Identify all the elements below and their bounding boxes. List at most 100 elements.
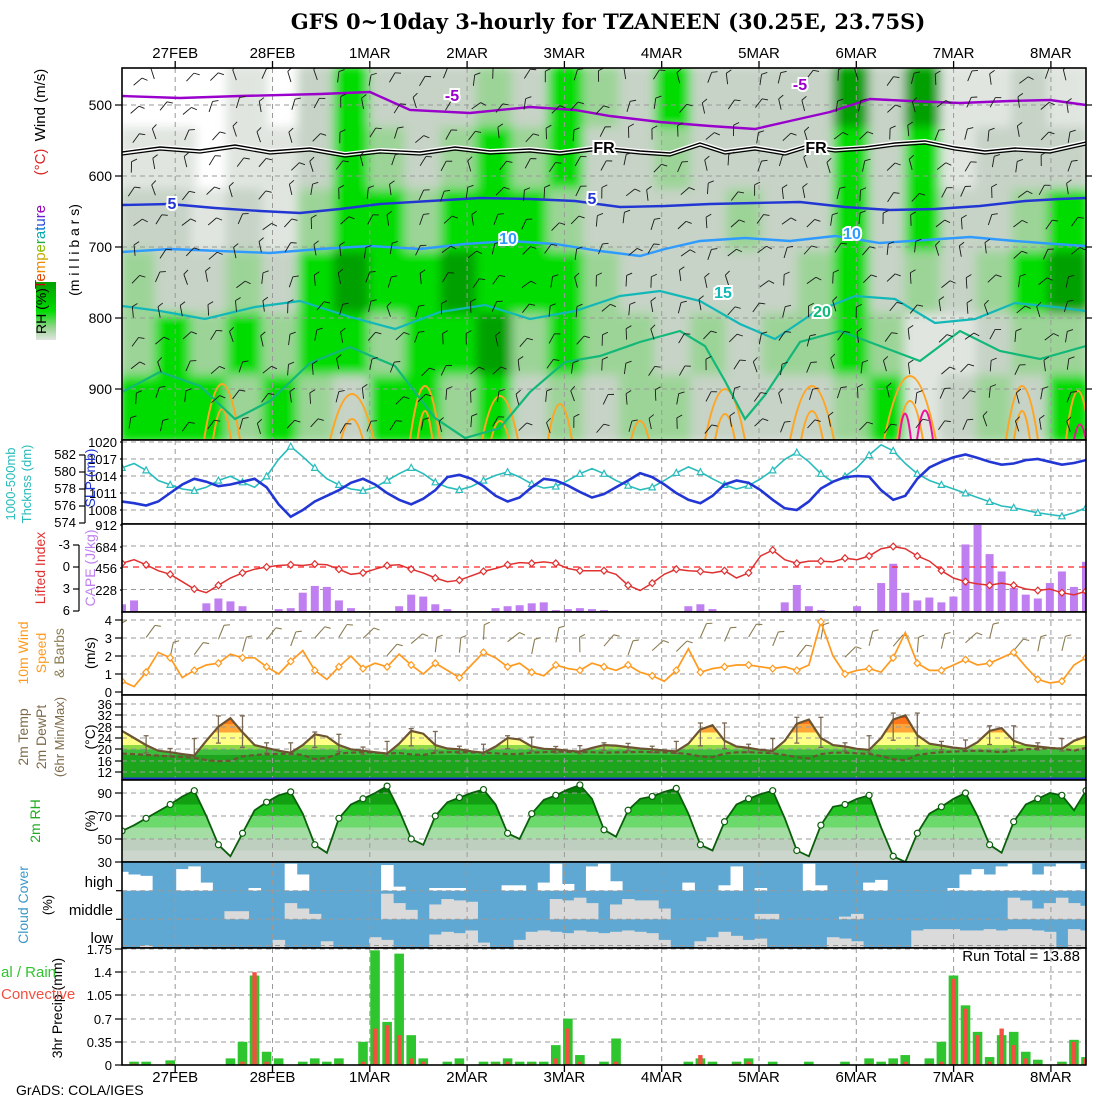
li-marker xyxy=(575,566,584,575)
side-label: (%) xyxy=(40,895,55,915)
high-cloud-bar xyxy=(754,888,768,891)
cape-bar xyxy=(298,592,307,612)
rh-marker xyxy=(214,841,222,849)
low-cloud-bar xyxy=(585,931,599,948)
precip-tick: 0 xyxy=(105,1058,112,1073)
wind-marker xyxy=(214,658,223,668)
wind-marker xyxy=(985,658,994,668)
wind-marker xyxy=(961,655,970,664)
thickness-marker xyxy=(407,463,416,471)
thickness-marker xyxy=(1033,508,1042,516)
wind-marker xyxy=(1009,648,1018,657)
high-cloud-bar xyxy=(284,863,298,891)
cloud-row-label-middle: middle xyxy=(69,902,113,919)
contour-30 xyxy=(916,409,934,440)
middle-cloud-bar xyxy=(1007,897,1021,920)
rain-bar xyxy=(141,1061,151,1065)
cape-bar xyxy=(1009,587,1018,612)
convective-bar xyxy=(421,1061,426,1065)
side-label: (°C) xyxy=(82,724,98,749)
high-cloud-bar xyxy=(441,888,454,891)
rain-bar xyxy=(767,1061,778,1065)
li-marker xyxy=(1057,588,1066,597)
date-label-top: 1MAR xyxy=(349,45,391,62)
wind-marker xyxy=(599,662,609,672)
cape-bar xyxy=(503,606,512,612)
precip-legend-convective: Convective xyxy=(1,986,75,1003)
rh-marker xyxy=(166,800,174,809)
contour-25 xyxy=(329,393,375,440)
li-marker xyxy=(142,560,151,570)
rain-bar xyxy=(1057,1061,1067,1065)
precip-legend-total: al / Rain xyxy=(1,964,56,981)
wind-marker xyxy=(431,658,440,668)
rh-marker xyxy=(383,782,391,790)
wind-tick: 1 xyxy=(105,667,112,682)
contour-25 xyxy=(481,395,519,440)
date-label-top: 2MAR xyxy=(446,45,488,62)
wind-marker xyxy=(768,664,777,673)
middle-cloud-bar xyxy=(585,903,599,920)
low-cloud-bar xyxy=(694,941,707,948)
low-cloud-bar xyxy=(561,933,575,948)
low-cloud-bar xyxy=(429,934,442,948)
contour-label: 20 xyxy=(813,304,831,321)
thickness-marker xyxy=(334,480,344,488)
low-cloud-bar xyxy=(465,930,478,948)
middle-cloud-bar xyxy=(308,913,322,920)
side-label: (m i l l i b a r s) xyxy=(66,204,82,296)
cape-bar xyxy=(587,609,596,612)
temp-tick: 16 xyxy=(98,754,112,769)
high-cloud-bar xyxy=(1007,863,1021,891)
li-marker xyxy=(455,575,464,585)
wind-marker xyxy=(527,667,536,677)
li-marker xyxy=(286,560,295,570)
panel-cloud-cover xyxy=(116,861,1087,949)
cape-bar xyxy=(286,608,295,612)
convective-bar xyxy=(1071,1041,1077,1065)
cloud-row-label-high: high xyxy=(85,874,113,891)
pressure-tick: 800 xyxy=(89,310,113,326)
high-cloud-bar xyxy=(248,888,262,891)
rh-marker xyxy=(431,812,439,820)
convective-bar xyxy=(903,1061,908,1065)
precip-tick: 0.7 xyxy=(94,1012,112,1027)
convective-bar xyxy=(1011,1045,1016,1065)
rain-bar xyxy=(442,1061,453,1065)
date-label-bottom: 2MAR xyxy=(446,1069,488,1086)
grads-credits: GrADS: COLA/IGES xyxy=(16,1082,144,1098)
li-marker xyxy=(383,561,392,570)
wind-marker xyxy=(503,662,512,672)
middle-cloud-bar xyxy=(381,893,394,920)
temp-tick: 12 xyxy=(98,765,112,780)
high-cloud-bar xyxy=(296,874,310,891)
rain-bar xyxy=(707,1061,718,1065)
thk-tick: 582 xyxy=(54,447,76,462)
high-cloud-bar xyxy=(381,865,394,891)
rh-marker xyxy=(817,821,825,829)
date-label-top: 6MAR xyxy=(835,45,877,62)
thickness-marker xyxy=(551,481,560,490)
rain-bar xyxy=(129,1061,139,1065)
low-cloud-bar xyxy=(983,929,997,948)
low-cloud-bar xyxy=(742,939,756,948)
wind-marker xyxy=(1057,676,1066,686)
rain-bar xyxy=(370,950,380,1065)
wind-marker xyxy=(1033,675,1042,684)
convective-bar xyxy=(264,1061,269,1065)
thickness-marker xyxy=(768,465,777,474)
li-marker xyxy=(431,573,440,583)
temp-line xyxy=(122,713,1086,757)
contour-25 xyxy=(883,375,937,440)
temp-tick: 28 xyxy=(98,720,112,735)
middle-cloud-bar xyxy=(1019,900,1033,920)
date-axes: 27FEB 27FEB 28FEB 28FEB 1MAR 1MAR 2MAR 2MAR 3MAR… xyxy=(152,45,1072,1086)
thickness-marker xyxy=(479,475,488,484)
rain-bar xyxy=(334,1058,344,1065)
rain-bar xyxy=(490,1061,501,1065)
middle-cloud-bar xyxy=(429,904,442,920)
li-marker xyxy=(1081,586,1086,596)
li-marker xyxy=(985,581,994,590)
date-label-top: 8MAR xyxy=(1030,45,1072,62)
upper-wind-barbs xyxy=(127,68,1086,435)
